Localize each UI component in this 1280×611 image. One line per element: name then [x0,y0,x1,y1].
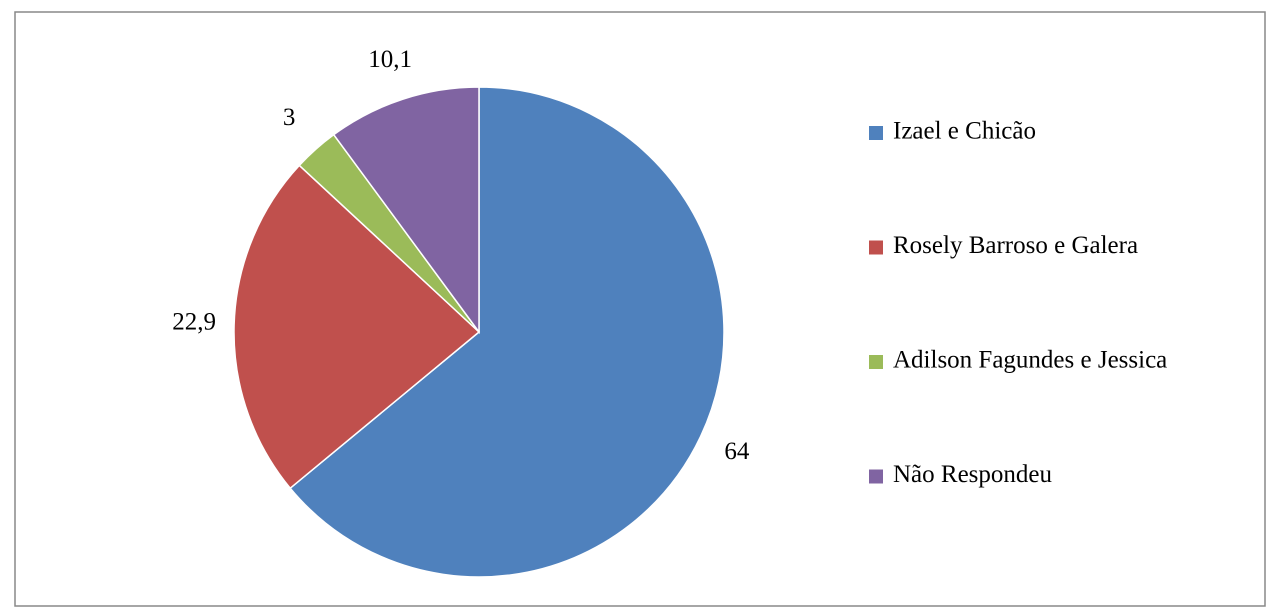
data-label: 3 [283,104,296,131]
legend-swatch [869,469,883,484]
data-label: 22,9 [172,309,216,336]
pie-slice [332,86,480,335]
legend-label: Adilson Fagundes e Jessica [893,347,1167,374]
pie-slice [289,86,725,578]
legend-label: Izael e Chicão [893,118,1036,145]
legend-swatch [869,240,883,255]
data-label: 10,1 [368,46,412,73]
legend-swatch [869,355,883,369]
data-label: 64 [724,438,750,465]
legend-label: Rosely Barroso e Galera [893,232,1138,259]
pie-slice [233,164,481,490]
legend-swatch [869,126,883,140]
legend-label: Não Respondeu [893,461,1052,488]
